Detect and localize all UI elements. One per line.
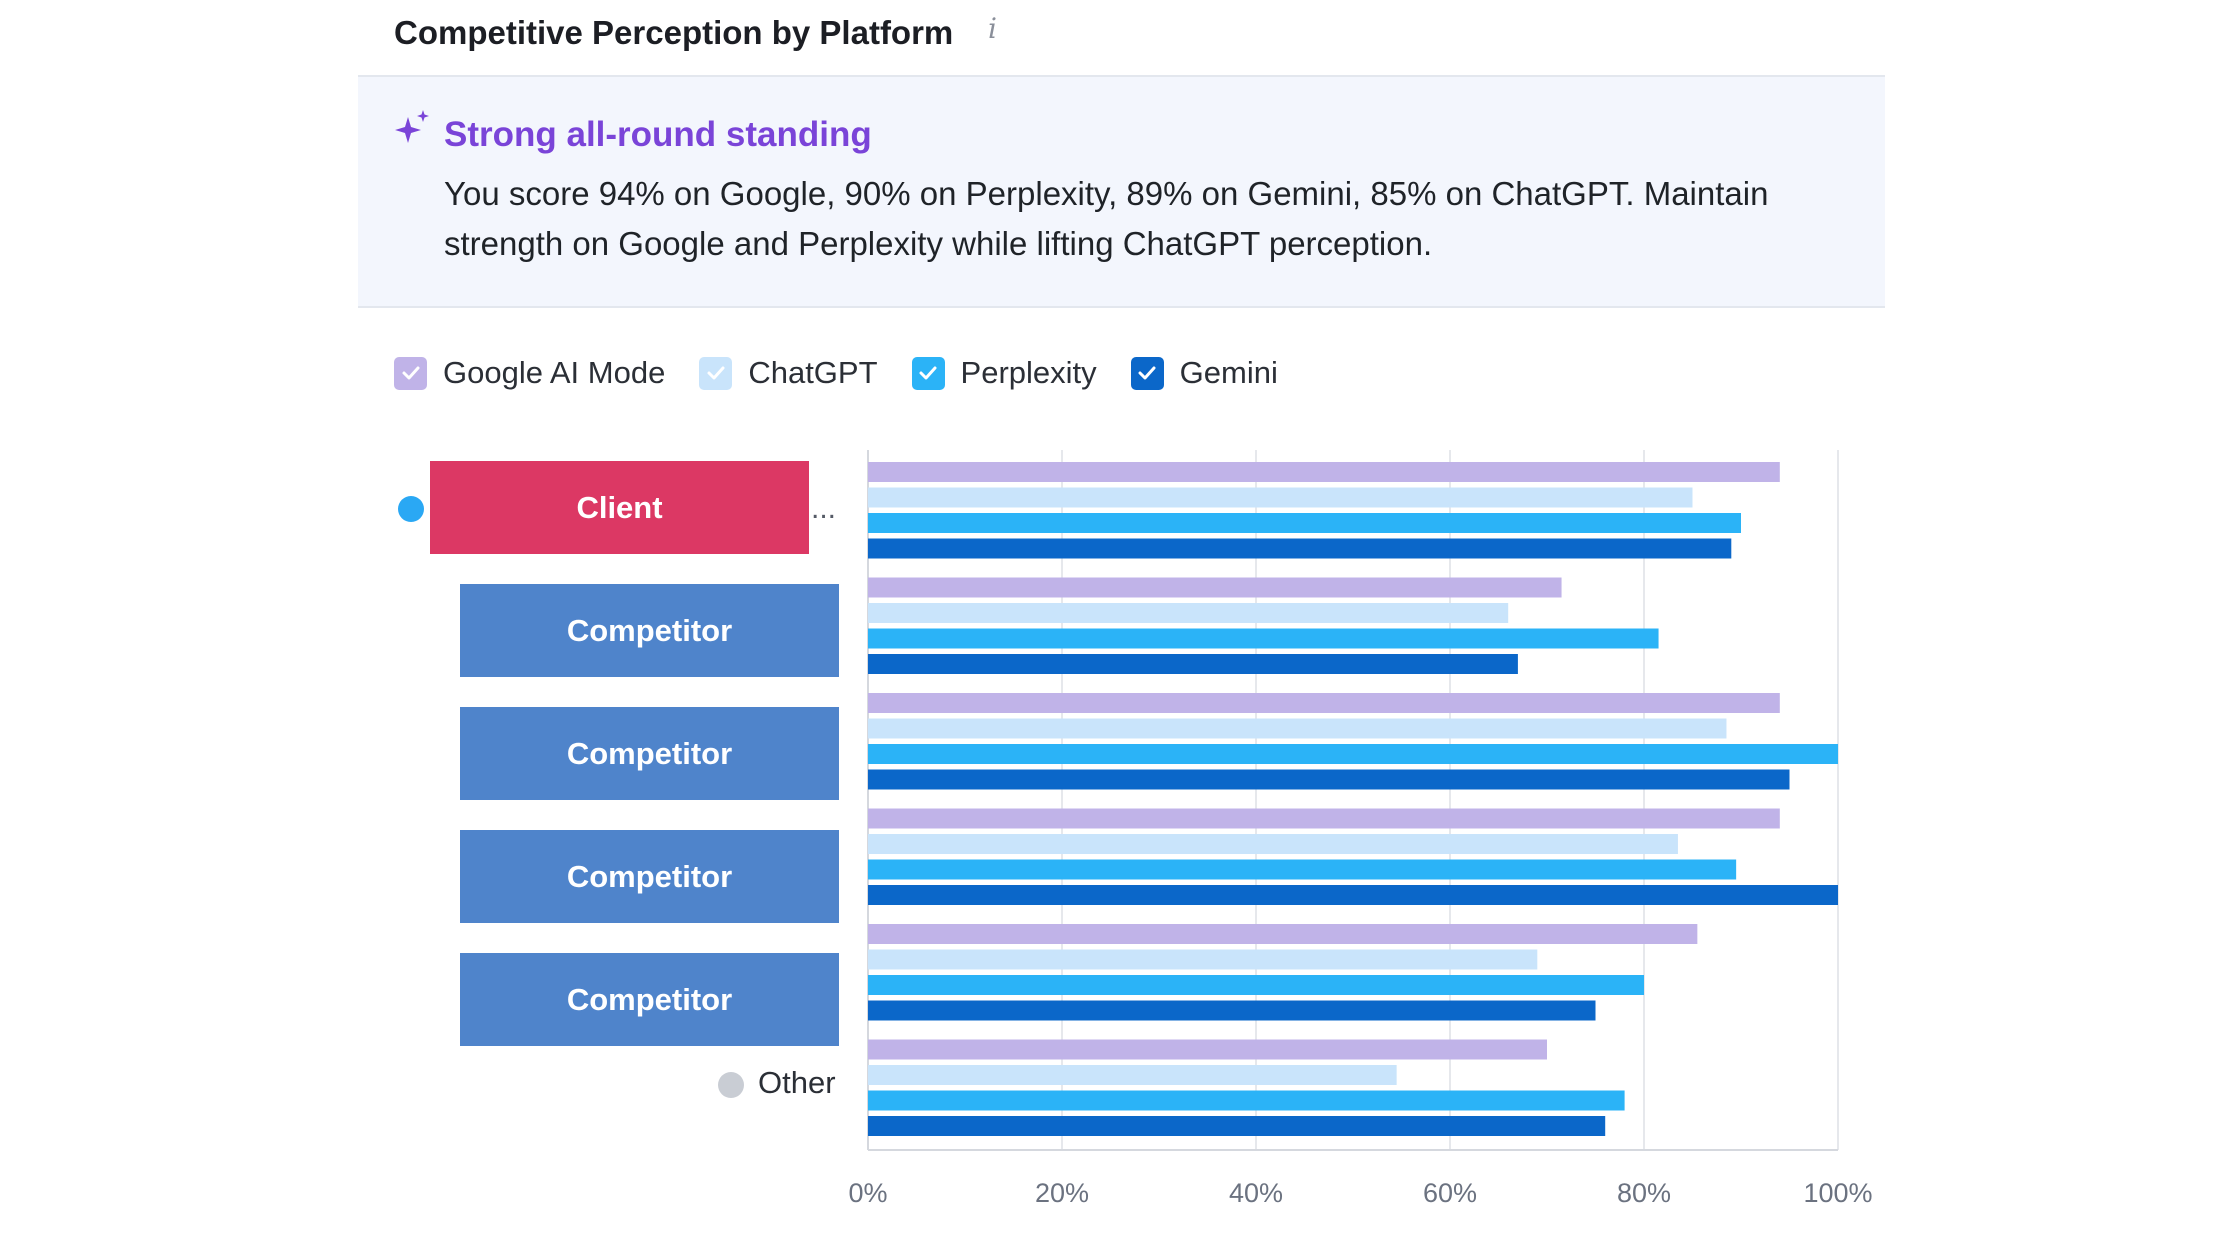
- bar: [868, 513, 1741, 533]
- bar: [868, 975, 1644, 995]
- bar: [868, 859, 1737, 880]
- x-tick-label: 20%: [1035, 1178, 1089, 1208]
- bar: [868, 718, 1727, 739]
- checkbox-icon[interactable]: [911, 356, 945, 390]
- bar: [868, 462, 1780, 482]
- checkbox-icon[interactable]: [394, 356, 427, 390]
- row-label-client[interactable]: Client: [430, 461, 809, 554]
- insight-panel: Strong all-round standing You score 94% …: [358, 75, 1885, 308]
- insight-heading: Strong all-round standing: [444, 115, 872, 154]
- bar: [868, 538, 1732, 559]
- bar: [868, 1000, 1596, 1021]
- x-tick-label: 60%: [1423, 1178, 1477, 1208]
- bar: [868, 1039, 1547, 1060]
- bar: [868, 924, 1698, 944]
- bar: [868, 487, 1693, 508]
- bar: [868, 769, 1790, 790]
- checkbox-icon[interactable]: [1130, 356, 1164, 390]
- row-label-competitor[interactable]: Competitor: [460, 707, 839, 800]
- row-label-competitor[interactable]: Competitor: [460, 953, 839, 1046]
- x-tick-label: 80%: [1617, 1178, 1671, 1208]
- x-tick-label: 40%: [1229, 1178, 1283, 1208]
- row-label-other[interactable]: Other: [758, 1065, 836, 1100]
- legend-label: Gemini: [1179, 355, 1278, 390]
- bar: [868, 603, 1509, 623]
- x-tick-label: 100%: [1803, 1178, 1872, 1208]
- bar: [868, 744, 1838, 764]
- row-label-competitor[interactable]: Competitor: [460, 584, 839, 677]
- legend-item-perplexity[interactable]: Perplexity: [911, 355, 1097, 391]
- legend-label: Google AI Mode: [443, 355, 666, 390]
- more-ellipsis-icon[interactable]: ...: [811, 492, 837, 525]
- bar: [868, 808, 1780, 829]
- sparkle-icon: [395, 110, 429, 143]
- bar: [868, 1116, 1606, 1136]
- bar: [868, 654, 1518, 674]
- insight-body: You score 94% on Google, 90% on Perplexi…: [444, 175, 1769, 262]
- bar: [868, 693, 1780, 713]
- page-title: Competitive Perception by Platform: [394, 14, 954, 51]
- bar: [868, 885, 1838, 905]
- legend-item-chatgpt[interactable]: ChatGPT: [699, 355, 878, 391]
- row-label-competitor[interactable]: Competitor: [460, 830, 839, 923]
- bar: [868, 628, 1659, 649]
- bar: [868, 949, 1538, 970]
- x-tick-label: 0%: [848, 1178, 887, 1208]
- checkbox-icon[interactable]: [699, 356, 733, 390]
- legend-label: Perplexity: [960, 355, 1097, 390]
- client-marker-dot: [398, 496, 424, 522]
- bar: [868, 834, 1678, 854]
- legend-item-gemini[interactable]: Gemini: [1130, 355, 1278, 391]
- other-marker-dot: [718, 1072, 744, 1098]
- legend: Google AI Mode ChatGPT Perplexity Gemini: [394, 353, 1312, 393]
- bar: [868, 577, 1562, 598]
- legend-item-google-ai-mode[interactable]: Google AI Mode: [394, 355, 665, 391]
- legend-label: ChatGPT: [748, 355, 878, 390]
- bar: [868, 1090, 1625, 1111]
- info-icon[interactable]: i: [988, 12, 997, 45]
- bar: [868, 1065, 1397, 1085]
